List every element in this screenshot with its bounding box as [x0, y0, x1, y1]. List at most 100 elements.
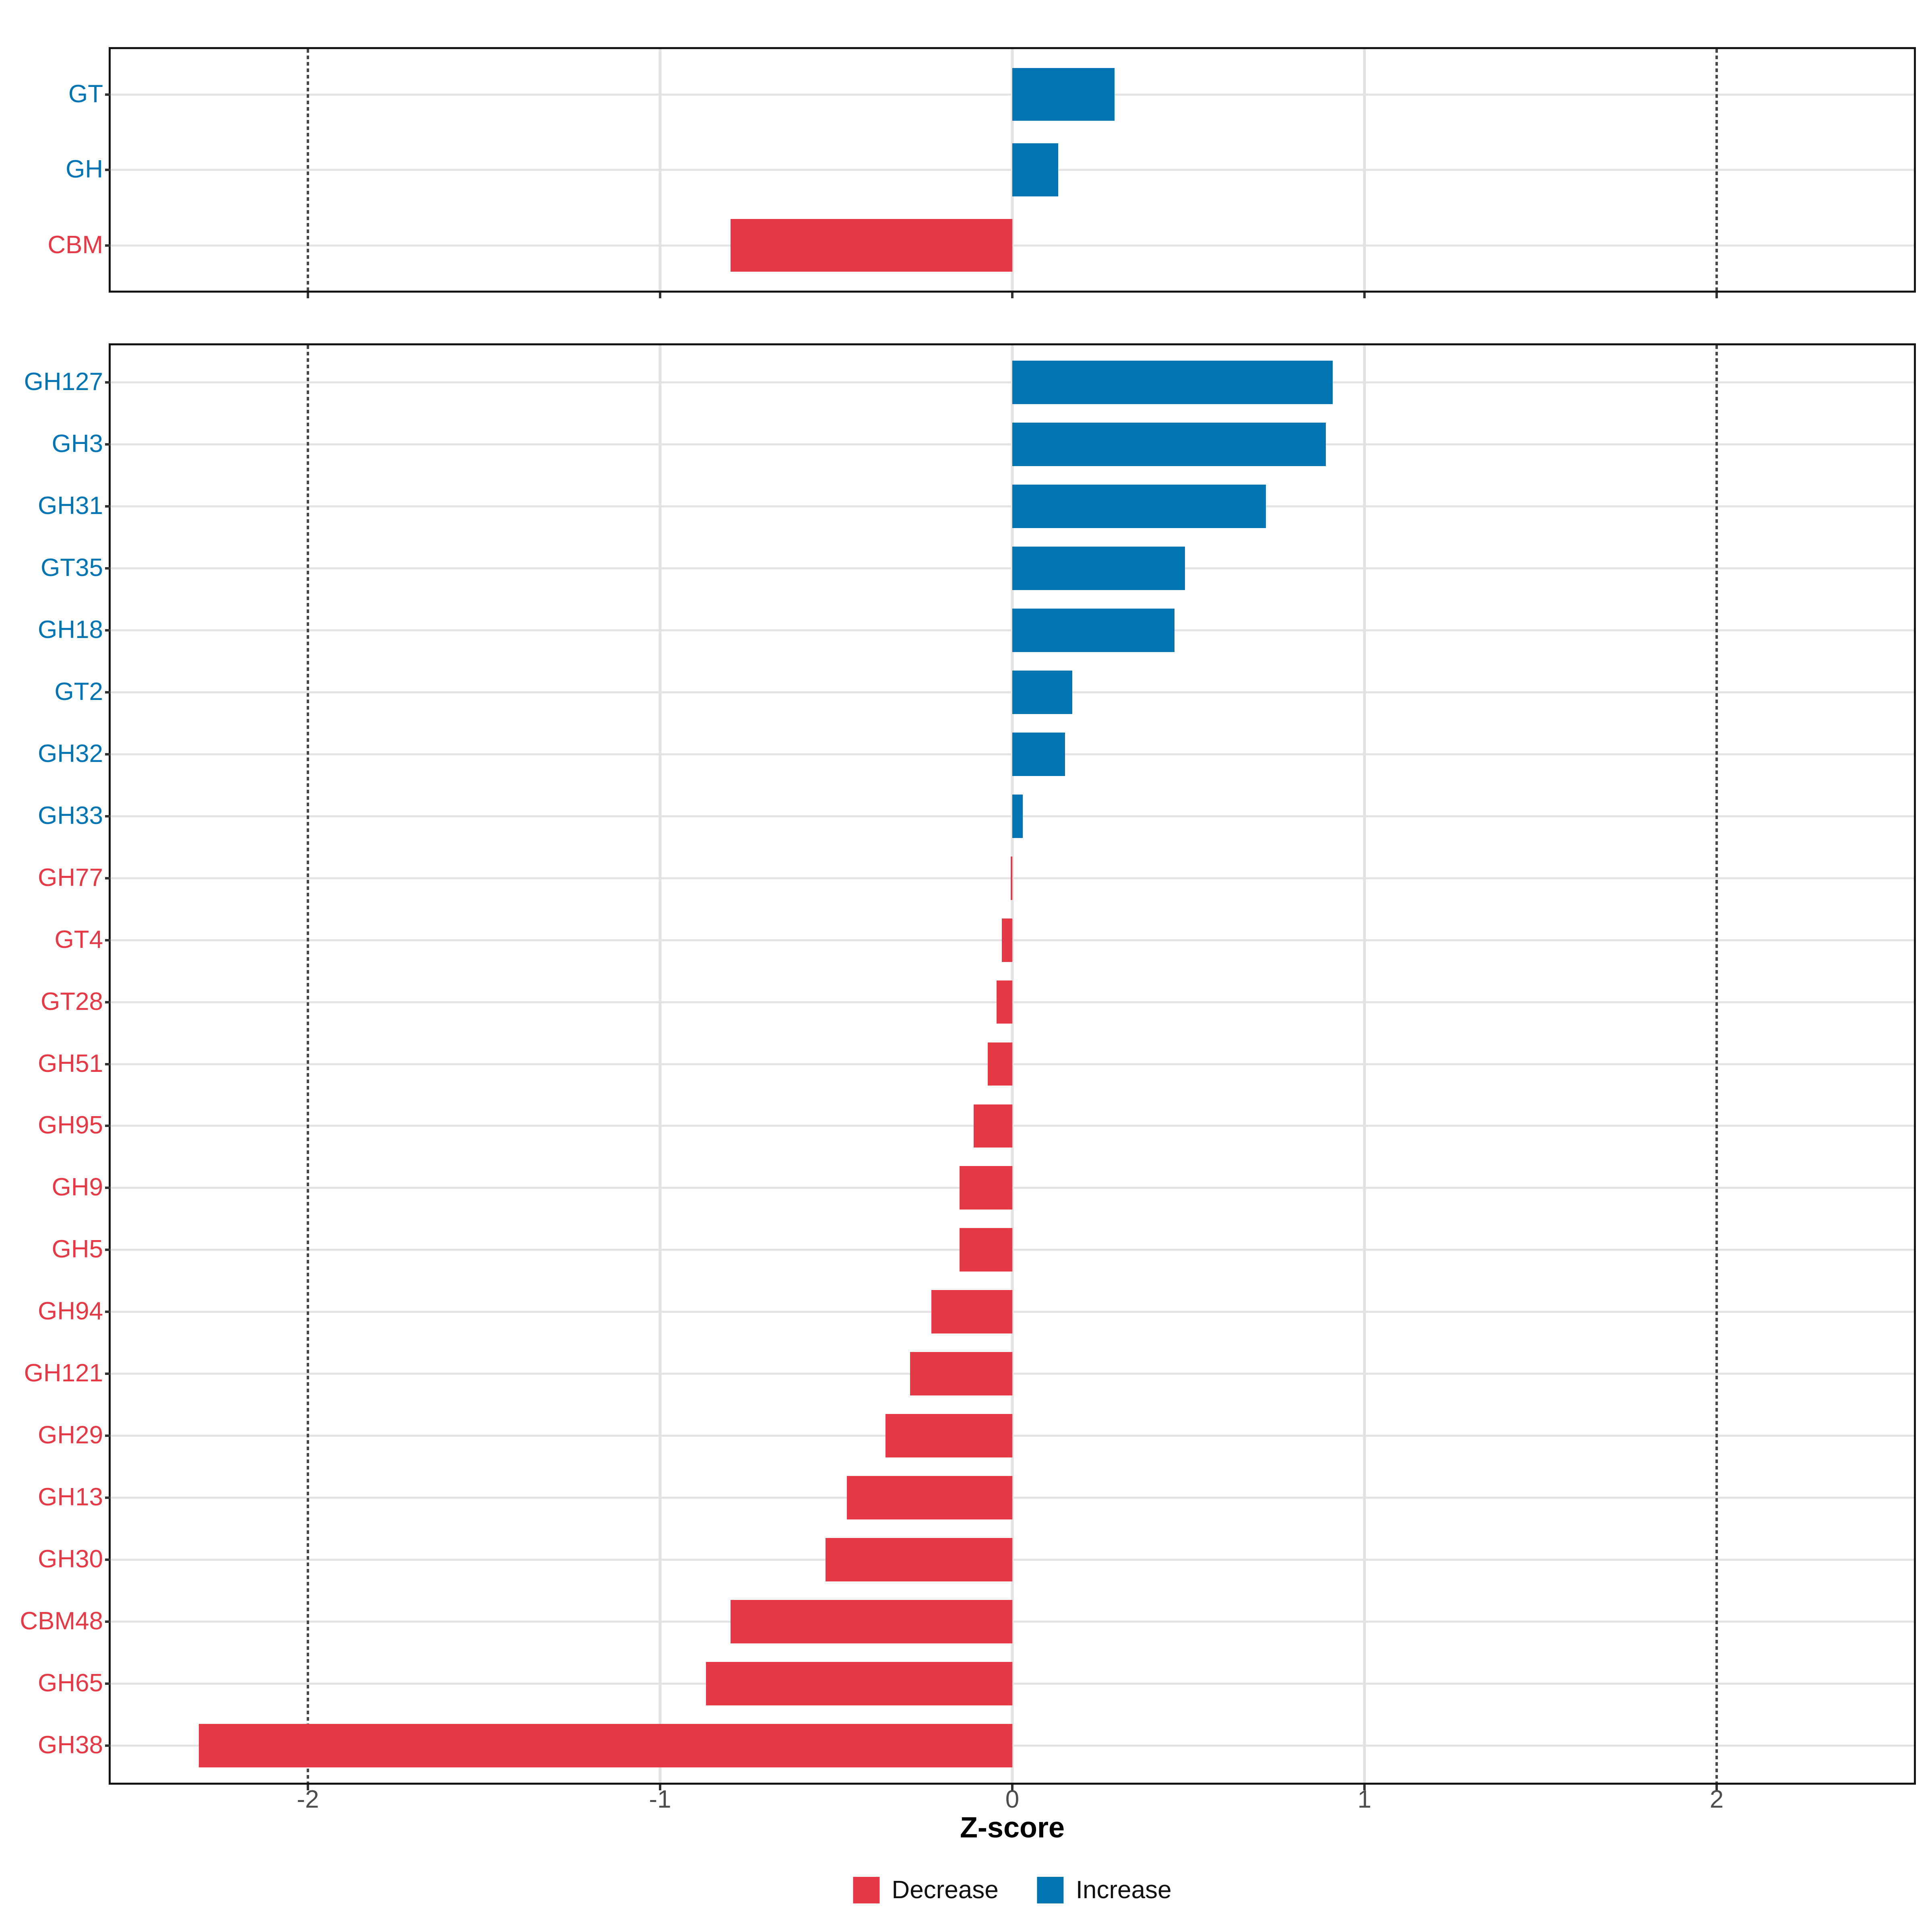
- bar-GH9: [959, 1166, 1012, 1210]
- y-tick: [105, 1373, 111, 1375]
- bar-CBM48: [731, 1600, 1012, 1643]
- category-label-GT4: GT4: [54, 925, 103, 954]
- bar-GH65: [706, 1662, 1012, 1705]
- x-tick: [307, 1785, 309, 1790]
- panel-cazyme-families: [111, 345, 1914, 1783]
- y-tick: [105, 169, 111, 171]
- y-tick: [105, 443, 111, 446]
- bar-GT2: [1012, 671, 1072, 714]
- y-tick: [105, 505, 111, 508]
- y-tick: [105, 939, 111, 941]
- y-tick: [105, 1063, 111, 1065]
- y-tick: [105, 1249, 111, 1251]
- bar-GT4: [1001, 918, 1012, 962]
- bar-GH127: [1012, 361, 1333, 405]
- x-tick-label: -1: [649, 1785, 671, 1813]
- x-tick-label: 1: [1357, 1785, 1372, 1813]
- bar-GH121: [910, 1352, 1012, 1395]
- bar-GH31: [1012, 485, 1266, 528]
- x-tick: [1363, 293, 1366, 298]
- bar-GH29: [886, 1414, 1012, 1457]
- category-label-GH38: GH38: [38, 1731, 103, 1759]
- x-tick: [1715, 293, 1718, 298]
- category-label-CBM48: CBM48: [20, 1607, 103, 1635]
- gridline-v: [1363, 345, 1366, 1783]
- category-label-GH5: GH5: [52, 1235, 103, 1263]
- y-tick: [105, 691, 111, 694]
- category-label-GT35: GT35: [40, 553, 103, 582]
- bar-GH94: [931, 1290, 1012, 1334]
- panel-border: [109, 343, 1916, 1785]
- y-tick: [105, 1311, 111, 1313]
- x-tick: [1011, 1785, 1013, 1790]
- bar-GT28: [996, 980, 1012, 1024]
- y-tick: [105, 567, 111, 570]
- reference-line: [307, 49, 309, 291]
- bar-GH77: [1010, 856, 1012, 900]
- bar-GT35: [1012, 547, 1185, 590]
- category-label-GH3: GH3: [52, 430, 103, 458]
- decrease-swatch-icon: [853, 1877, 880, 1903]
- x-tick-label: 0: [1005, 1785, 1020, 1813]
- y-tick: [105, 381, 111, 384]
- category-label-GH127: GH127: [24, 368, 103, 396]
- bar-GH3: [1012, 423, 1326, 466]
- y-tick: [105, 877, 111, 879]
- x-tick: [1011, 293, 1013, 298]
- category-label-GH94: GH94: [38, 1297, 103, 1325]
- category-label-GH33: GH33: [38, 801, 103, 830]
- x-tick-label: 2: [1709, 1785, 1724, 1813]
- bar-GH5: [959, 1228, 1012, 1272]
- y-tick: [105, 1435, 111, 1437]
- x-tick: [1363, 1785, 1366, 1790]
- category-label-CBM: CBM: [47, 231, 103, 259]
- y-tick: [105, 1496, 111, 1499]
- category-label-GH95: GH95: [38, 1111, 103, 1139]
- y-tick: [105, 1187, 111, 1189]
- reference-line: [307, 345, 309, 1783]
- category-label-GH51: GH51: [38, 1049, 103, 1077]
- category-label-GH31: GH31: [38, 491, 103, 520]
- bar-GH32: [1012, 733, 1065, 776]
- gridline-v: [1011, 345, 1014, 1783]
- category-label-GH121: GH121: [24, 1359, 103, 1387]
- y-tick: [105, 1558, 111, 1561]
- x-tick: [307, 293, 309, 298]
- legend-item-increase: Increase: [1037, 1877, 1172, 1903]
- x-tick: [659, 1785, 661, 1790]
- legend-label-increase: Increase: [1075, 1876, 1172, 1904]
- y-tick: [105, 1744, 111, 1747]
- bar-CBM: [731, 219, 1012, 272]
- gridline-v: [658, 345, 662, 1783]
- reference-line: [1715, 49, 1718, 291]
- y-tick: [105, 93, 111, 96]
- category-label-GT: GT: [68, 80, 103, 108]
- bar-GH38: [198, 1724, 1012, 1767]
- panel-border: [109, 47, 1916, 293]
- category-label-GH29: GH29: [38, 1421, 103, 1449]
- y-tick: [105, 1001, 111, 1003]
- legend: Decrease Increase: [853, 1877, 1172, 1903]
- category-label-GT28: GT28: [40, 987, 103, 1016]
- bar-GH: [1012, 143, 1058, 196]
- category-label-GH: GH: [66, 155, 103, 183]
- y-tick: [105, 629, 111, 632]
- y-tick: [105, 815, 111, 817]
- gridline-v: [658, 49, 662, 291]
- y-tick: [105, 244, 111, 247]
- category-label-GH30: GH30: [38, 1545, 103, 1573]
- bar-GH30: [826, 1538, 1012, 1581]
- category-label-GH65: GH65: [38, 1669, 103, 1697]
- bar-GH18: [1012, 609, 1174, 652]
- legend-item-decrease: Decrease: [853, 1877, 999, 1903]
- category-label-GH13: GH13: [38, 1483, 103, 1511]
- y-tick: [105, 753, 111, 755]
- y-tick: [105, 1620, 111, 1623]
- category-label-GH9: GH9: [52, 1173, 103, 1201]
- category-label-GH77: GH77: [38, 863, 103, 892]
- bar-GT: [1012, 68, 1115, 121]
- x-axis-title: Z-score: [960, 1812, 1065, 1844]
- bar-GH51: [987, 1042, 1012, 1086]
- panel-cazyme-classes: [111, 49, 1914, 291]
